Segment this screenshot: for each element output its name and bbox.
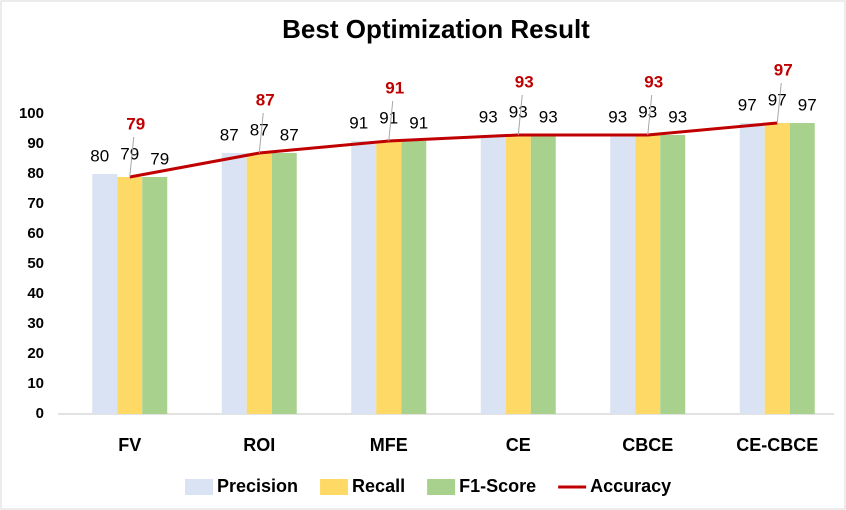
leader-line	[388, 100, 394, 142]
bar	[530, 135, 556, 414]
y-tick-label: 80	[27, 165, 44, 182]
x-tick-label: CE	[506, 435, 531, 455]
leader-line	[776, 82, 782, 124]
bar-value-label: 97	[738, 95, 757, 114]
bar-value-label: 93	[608, 107, 627, 126]
x-tick-label: CE-CBCE	[736, 435, 818, 455]
accuracy-value-label: 79	[126, 114, 145, 133]
y-tick-label: 60	[27, 225, 44, 242]
bar	[271, 153, 297, 414]
bar	[789, 123, 815, 414]
x-tick-label: CBCE	[622, 435, 673, 455]
accuracy-value-label: 93	[515, 72, 534, 91]
y-tick-label: 50	[27, 255, 44, 272]
y-tick-label: 40	[27, 285, 44, 302]
legend-label: Recall	[352, 476, 405, 496]
bar-value-label: 79	[150, 149, 169, 168]
legend-swatch	[320, 479, 349, 495]
legend-label: F1-Score	[459, 476, 536, 496]
y-tick-label: 20	[27, 345, 44, 362]
bar-value-label: 87	[220, 125, 239, 144]
bar-value-label: 97	[768, 90, 787, 109]
bar	[764, 123, 790, 414]
bar-value-label: 93	[539, 107, 558, 126]
legend-label: Precision	[217, 476, 298, 496]
accuracy-value-label: 87	[256, 90, 275, 109]
bar-value-label: 93	[668, 107, 687, 126]
accuracy-value-label: 93	[644, 72, 663, 91]
accuracy-value-label: 97	[774, 60, 793, 79]
bar-value-label: 97	[798, 95, 817, 114]
accuracy-value-label: 91	[385, 78, 404, 97]
legend-swatch	[427, 479, 456, 495]
y-tick-label: 90	[27, 135, 44, 152]
bar-value-label: 93	[479, 107, 498, 126]
bar	[480, 135, 506, 414]
bar	[401, 141, 427, 414]
x-tick-label: FV	[118, 435, 141, 455]
leader-line	[258, 112, 264, 154]
y-tick-label: 10	[27, 375, 44, 392]
y-tick-label: 70	[27, 195, 44, 212]
bar-value-label: 91	[379, 108, 398, 127]
legend-swatch	[185, 479, 213, 495]
bar-value-label: 91	[409, 113, 428, 132]
leader-line	[517, 94, 523, 136]
bar	[660, 135, 686, 414]
x-tick-label: MFE	[370, 435, 408, 455]
leader-line	[647, 94, 653, 136]
leader-line	[129, 136, 135, 178]
bar	[221, 153, 247, 414]
x-tick-label: ROI	[243, 435, 275, 455]
bar	[142, 177, 168, 414]
bar	[739, 123, 765, 414]
bar	[635, 135, 661, 414]
legend-label: Accuracy	[590, 476, 671, 496]
y-tick-label: 0	[36, 405, 44, 422]
bar-value-label: 93	[509, 102, 528, 121]
bar	[117, 177, 143, 414]
bar	[246, 153, 272, 414]
bar	[376, 141, 402, 414]
bar-value-label: 79	[120, 144, 139, 163]
bar	[351, 141, 377, 414]
bar	[610, 135, 636, 414]
y-tick-label: 100	[19, 105, 44, 122]
y-tick-label: 30	[27, 315, 44, 332]
bar-value-label: 93	[638, 102, 657, 121]
bar	[92, 174, 118, 414]
chart-title: Best Optimization Result	[282, 14, 590, 44]
bar-value-label: 80	[90, 146, 109, 165]
bar-value-label: 87	[250, 120, 269, 139]
accuracy-line	[129, 121, 778, 179]
bar-value-label: 87	[280, 125, 299, 144]
bar-value-label: 91	[349, 113, 368, 132]
bar	[505, 135, 531, 414]
